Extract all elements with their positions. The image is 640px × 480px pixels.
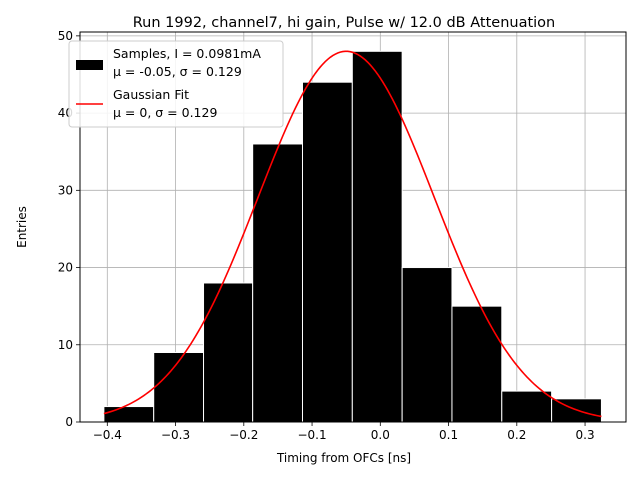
histogram-bar: [153, 351, 205, 423]
histogram-bar: [351, 50, 403, 423]
x-tick-label: 0.0: [371, 428, 390, 442]
histogram-bar: [301, 81, 353, 423]
histogram-bar: [203, 282, 254, 423]
y-tick-label: 20: [58, 261, 73, 275]
histogram-bar: [401, 267, 453, 423]
gaussian-fit-curve: [103, 50, 602, 418]
y-axis-label: Entries: [15, 206, 29, 248]
x-axis-label: Timing from OFCs [ns]: [276, 451, 411, 465]
histogram-bar: [103, 406, 155, 423]
histogram-bar: [451, 305, 503, 423]
x-tick-label: −0.3: [161, 428, 190, 442]
y-tick-label: 50: [58, 29, 73, 43]
legend-fit-stats: μ = 0, σ = 0.129: [113, 105, 217, 120]
legend-fit-label: Gaussian Fit: [113, 87, 189, 102]
legend-histogram-swatch: [76, 60, 103, 70]
plot-frame: [79, 31, 627, 423]
histogram-bar: [501, 390, 553, 423]
y-tick-label: 30: [58, 183, 73, 197]
x-tick-label: 0.3: [576, 428, 595, 442]
legend: Samples, I = 0.0981mA μ = -0.05, σ = 0.1…: [68, 40, 284, 128]
legend-samples-label: Samples, I = 0.0981mA: [113, 46, 261, 61]
legend-box: [68, 40, 284, 128]
x-tick-label: 0.2: [507, 428, 526, 442]
histogram-bars: [103, 50, 602, 423]
x-tick-label: 0.1: [439, 428, 458, 442]
x-tick-label: −0.2: [229, 428, 258, 442]
y-tick-label: 0: [65, 415, 73, 429]
x-axis-ticks: −0.4 −0.3 −0.2 −0.1 0.0 0.1 0.2 0.3: [93, 422, 595, 442]
x-tick-label: −0.4: [93, 428, 122, 442]
x-tick-label: −0.1: [297, 428, 326, 442]
legend-samples-stats: μ = -0.05, σ = 0.129: [113, 64, 242, 79]
y-tick-label: 10: [58, 338, 73, 352]
histogram-bar: [252, 143, 303, 423]
chart-title: Run 1992, channel7, hi gain, Pulse w/ 12…: [133, 15, 556, 31]
